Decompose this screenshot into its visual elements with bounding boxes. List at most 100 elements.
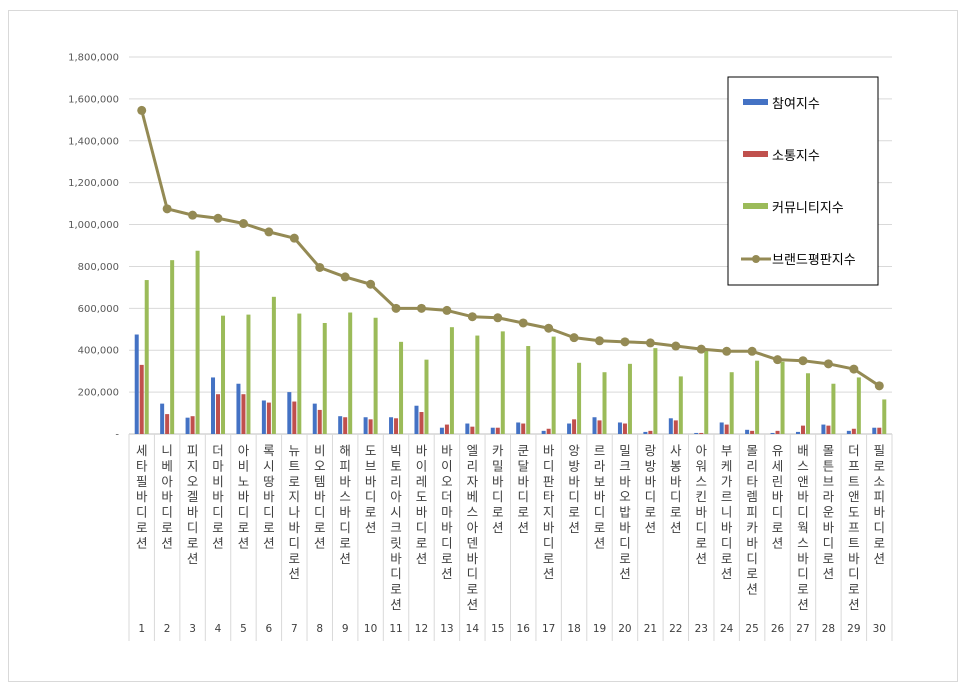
category-char: 프 [848, 458, 860, 473]
category-char: 몰 [746, 443, 758, 458]
category-char: 로 [263, 520, 275, 535]
bar-커뮤니티지수 [271, 296, 276, 434]
rank-label: 1 [138, 623, 145, 635]
category-char: 가 [721, 474, 733, 489]
category-char: 로 [416, 535, 428, 550]
rank-label: 18 [567, 623, 580, 635]
bar-참여지수 [338, 416, 343, 434]
bar-소통지수 [673, 420, 678, 434]
category-char: 바 [136, 489, 148, 504]
category-char: 로 [187, 535, 199, 550]
rank-label: 13 [440, 623, 453, 635]
category-char: 라 [594, 458, 606, 473]
bar-커뮤니티지수 [653, 348, 658, 434]
category-char: 바 [568, 474, 580, 489]
category-char: 로 [390, 582, 402, 597]
category-char: 디 [161, 505, 173, 520]
category-char: 소 [874, 474, 886, 489]
legend-label: 소통지수 [772, 149, 820, 164]
category-char: 봉 [670, 458, 682, 473]
category-char: 디 [746, 551, 758, 566]
category-char: 크 [390, 520, 402, 535]
category-char: 션 [721, 566, 733, 581]
category-char: 바 [390, 551, 402, 566]
category-char: 바 [238, 489, 250, 504]
bar-참여지수 [490, 427, 495, 434]
category-char: 션 [874, 551, 886, 566]
category-char: 배 [797, 443, 809, 458]
category-char: 타 [543, 489, 555, 504]
y-tick-label: 200,000 [78, 388, 119, 399]
category-char: 바 [416, 443, 428, 458]
line-point [213, 213, 223, 223]
bar-커뮤니티지수 [882, 399, 887, 434]
bar-커뮤니티지수 [551, 336, 556, 434]
bar-커뮤니티지수 [704, 350, 709, 434]
rank-label: 17 [542, 623, 555, 635]
category-char: 브 [365, 458, 377, 473]
category-char: 바 [492, 474, 504, 489]
rank-label: 3 [189, 623, 196, 635]
category-char: 션 [746, 582, 758, 597]
rank-label: 11 [389, 623, 402, 635]
category-char: 랑 [645, 443, 657, 458]
line-point [773, 355, 783, 365]
category-char: 로 [848, 582, 860, 597]
category-char: 세 [772, 458, 784, 473]
legend-swatch-커뮤니티지수 [743, 203, 768, 209]
category-char: 방 [568, 458, 580, 473]
line-point [722, 346, 732, 356]
bar-참여지수 [541, 430, 546, 434]
category-char: 트 [848, 535, 860, 550]
line-point [315, 262, 325, 272]
y-tick-label: 1,800,000 [68, 53, 119, 64]
category-char: 아 [390, 489, 402, 504]
category-char: 바 [161, 489, 173, 504]
y-tick-label: 800,000 [78, 262, 119, 273]
line-point [544, 323, 554, 333]
category-char: 린 [772, 474, 784, 489]
category-char: 더 [441, 489, 453, 504]
category-char: 아 [161, 474, 173, 489]
category-char: 션 [212, 535, 224, 550]
bar-참여지수 [745, 429, 750, 434]
category-char: 로 [543, 551, 555, 566]
category-char: 바 [263, 489, 275, 504]
category-char: 웍 [797, 520, 809, 535]
rank-label: 22 [669, 623, 682, 635]
category-char: 킨 [695, 489, 707, 504]
category-char: 오 [441, 474, 453, 489]
bar-참여지수 [668, 418, 673, 434]
category-char: 로 [670, 505, 682, 520]
category-char: 션 [238, 535, 250, 550]
category-char: 디 [517, 489, 529, 504]
category-char: 로 [772, 520, 784, 535]
bar-소통지수 [521, 423, 526, 434]
category-char: 로 [289, 551, 301, 566]
bar-참여지수 [312, 403, 317, 434]
rank-label: 30 [873, 623, 886, 635]
legend-swatch-소통지수 [743, 151, 768, 157]
legend-swatch-marker [752, 255, 760, 263]
rank-label: 26 [771, 623, 785, 635]
bar-커뮤니티지수 [729, 372, 734, 434]
category-char: 트 [289, 458, 301, 473]
rank-label: 20 [618, 623, 631, 635]
category-char: 로 [289, 474, 301, 489]
category-char: 로 [721, 551, 733, 566]
category-char: 릿 [390, 535, 402, 550]
bar-커뮤니티지수 [475, 335, 480, 434]
category-char: 더 [212, 443, 224, 458]
rank-label: 29 [847, 623, 860, 635]
category-char: 디 [797, 566, 809, 581]
category-char: 피 [746, 505, 758, 520]
